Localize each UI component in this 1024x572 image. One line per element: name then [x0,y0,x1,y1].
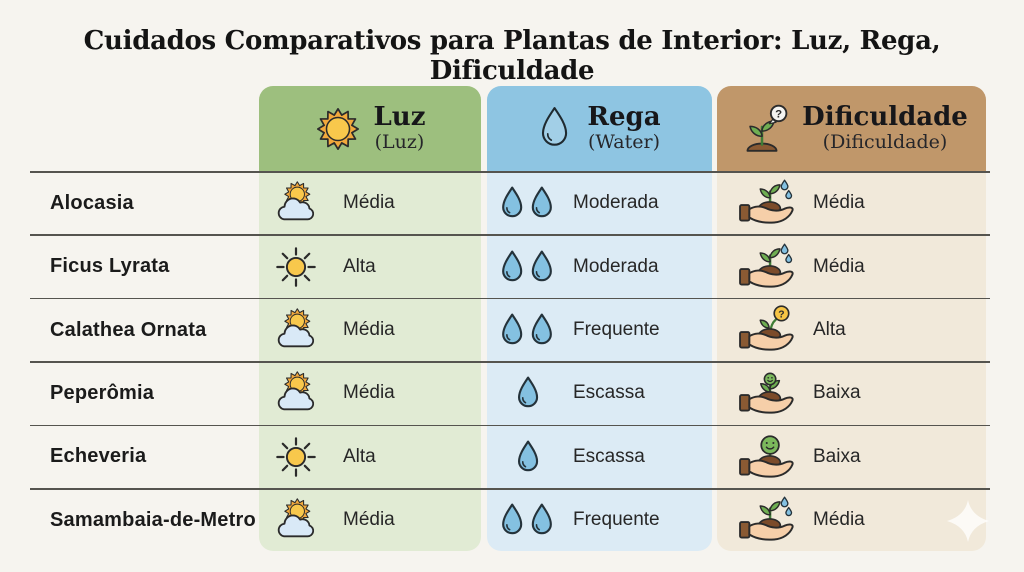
rega-cell: Moderada [487,172,712,235]
row-divider [30,297,990,300]
hand-seedling-question-icon [739,303,797,357]
luz-value: Média [343,192,395,214]
sun-icon [276,437,316,477]
plant-name: Calathea Ornata [50,318,207,341]
dificuldade-cell: Alta [717,298,986,361]
table-row: Ficus Lyrata Alta Moderada Média [30,235,990,298]
plant-name: Echeveria [50,445,147,468]
table-row: Samambaia-de-Metro Média Frequente Média [30,489,990,552]
sun-behind-cloud-icon [273,180,319,226]
sun-behind-cloud-icon [273,370,319,416]
plant-name: Ficus Lyrata [50,255,170,278]
column-header-rega: Rega (Water) [487,86,712,171]
hand-sprout-smiley-icon [739,366,797,420]
two-water-drops-icon [497,185,557,221]
one-water-drop-icon [497,375,557,411]
dificuldade-cell: Baixa [717,362,986,425]
luz-cell: Alta [259,235,481,298]
luz-cell: Média [259,362,481,425]
dificuldade-cell: Média [717,489,986,552]
luz-value: Média [343,319,395,341]
luz-value: Média [343,509,395,531]
column-sublabel-luz: (Luz) [374,131,425,154]
dificuldade-value: Alta [813,319,846,341]
row-divider [30,361,990,363]
luz-cell: Média [259,489,481,552]
row-divider [30,424,990,427]
column-header-luz: Luz (Luz) [259,86,481,171]
dificuldade-value: Baixa [813,445,861,467]
column-label-dificuldade: Dificuldade [802,102,968,133]
rega-cell: Moderada [487,235,712,298]
two-water-drops-icon [497,312,557,348]
luz-cell: Média [259,298,481,361]
rega-cell: Frequente [487,489,712,552]
dificuldade-value: Média [813,192,865,214]
rega-value: Escassa [573,382,645,404]
column-sublabel-dificuldade: (Dificuldade) [822,131,948,154]
luz-value: Média [343,382,395,404]
table-row: Peperômia Média Escassa Baixa [30,362,990,425]
rega-cell: Escassa [487,425,712,488]
rega-value: Escassa [573,445,645,467]
table-row: Calathea Ornata Média Frequente Alta [30,298,990,361]
luz-cell: Alta [259,425,481,488]
seedling-question-icon [746,103,788,152]
sparkle-decoration [947,500,989,542]
hand-smiley-icon [739,430,797,484]
column-label-luz: Luz [373,102,426,133]
dificuldade-cell: Baixa [717,425,986,488]
rega-value: Frequente [573,319,660,341]
dificuldade-value: Média [813,509,865,531]
sun-behind-cloud-icon [273,497,319,543]
sun-icon [316,107,359,150]
two-water-drops-icon [497,249,557,285]
page-title: Cuidados Comparativos para Plantas de In… [83,26,941,86]
hand-seedling-waterdrops-icon [739,493,797,547]
sun-behind-cloud-icon [273,307,319,353]
luz-cell: Média [259,172,481,235]
rega-value: Moderada [573,255,659,277]
plant-name: Alocasia [50,191,134,214]
table-row: Alocasia Média Moderada Média [30,172,990,235]
rega-value: Moderada [573,192,659,214]
water-drop-icon [542,106,568,146]
row-divider [30,488,990,490]
column-sublabel-rega: (Water) [588,131,660,154]
dificuldade-value: Média [813,255,865,277]
one-water-drop-icon [497,439,557,475]
luz-value: Alta [343,255,376,277]
row-divider [30,234,990,236]
sun-icon [276,246,316,287]
hand-seedling-waterdrops-icon [739,176,797,230]
dificuldade-value: Baixa [813,382,861,404]
row-divider [30,171,990,173]
column-header-dificuldade: Dificuldade (Dificuldade) [717,86,986,171]
dificuldade-cell: Média [717,172,986,235]
plant-name: Samambaia-de-Metro [50,508,256,531]
rega-cell: Escassa [487,362,712,425]
column-label-rega: Rega [587,102,661,133]
rega-cell: Frequente [487,298,712,361]
rega-value: Frequente [573,509,660,531]
plant-name: Peperômia [50,381,155,404]
hand-seedling-waterdrops-icon [739,240,797,294]
dificuldade-cell: Média [717,235,986,298]
luz-value: Alta [343,445,376,467]
two-water-drops-icon [497,502,557,538]
table-row: Echeveria Alta Escassa Baixa [30,425,990,488]
